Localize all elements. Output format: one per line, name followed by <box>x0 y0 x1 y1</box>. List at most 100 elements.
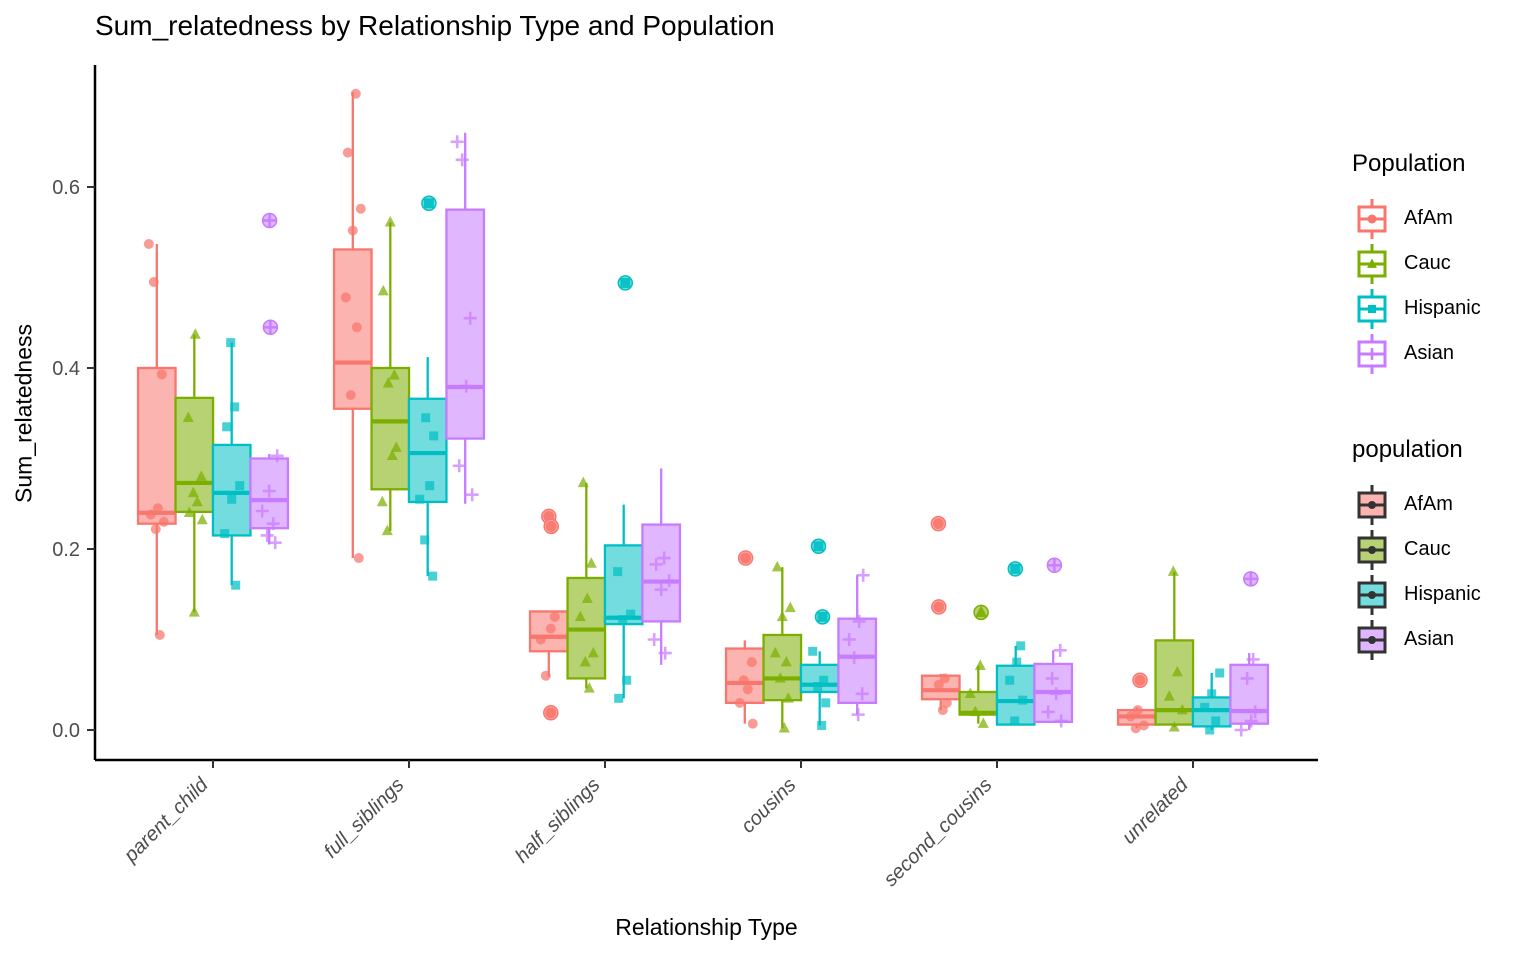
outlier-point <box>930 515 947 532</box>
box <box>641 523 682 623</box>
legend-item-Asian: Asian <box>1352 331 1481 376</box>
box <box>837 617 878 704</box>
circle-marker <box>933 679 944 690</box>
square-marker <box>425 481 435 491</box>
outlier-point <box>973 604 989 621</box>
jitter-points-unrelated-AfAm <box>1125 672 1149 734</box>
circle-marker <box>347 225 358 236</box>
triangle-marker <box>1167 565 1179 576</box>
triangle-marker <box>386 449 398 461</box>
square-marker <box>1012 657 1022 667</box>
legend-key-filled-boxplot-icon <box>1357 574 1387 615</box>
outlier-point <box>543 518 559 535</box>
x-tick-label-parent_child: parent_child <box>119 773 213 867</box>
legend-item-Asian: Asian <box>1352 617 1481 662</box>
jitter-points-unrelated-Cauc <box>1163 565 1188 732</box>
boxplot-parent_child-AfAm <box>136 239 177 640</box>
square-marker <box>1200 702 1210 712</box>
triangle-marker <box>191 495 203 507</box>
circle-marker <box>143 239 154 250</box>
legend-item-Hispanic: Hispanic <box>1352 572 1481 617</box>
outlier-point <box>421 195 437 212</box>
legend-item-label: Hispanic <box>1404 583 1481 605</box>
square-marker <box>1016 641 1026 651</box>
plus-marker <box>662 574 676 588</box>
circle-marker <box>154 629 165 640</box>
boxplot-full_siblings-AfAm <box>332 88 373 564</box>
plus-marker <box>647 633 661 646</box>
triangle-marker <box>390 441 402 452</box>
triangle-marker <box>774 672 786 683</box>
square-marker <box>220 529 230 539</box>
outlier-point <box>543 705 559 721</box>
square-marker <box>1367 304 1377 313</box>
jitter-points-parent_child-AfAm <box>143 239 169 640</box>
jitter-points-second_cousins-AfAm <box>930 515 952 716</box>
plus-marker <box>654 583 668 597</box>
circle-marker <box>937 705 948 716</box>
legend-item-Cauc: Cauc <box>1352 527 1481 572</box>
legend-item-label: AfAm <box>1404 207 1453 229</box>
x-tick-label-cousins: cousins <box>737 774 801 838</box>
y-axis-title: Sum_relatedness <box>10 324 37 503</box>
circle-marker <box>355 203 366 214</box>
legend-item-label: Asian <box>1404 342 1455 364</box>
plus-marker <box>1041 705 1055 719</box>
outlier-point <box>617 275 634 291</box>
triangle-marker <box>581 592 593 604</box>
plus-marker <box>270 449 284 463</box>
triangle-marker <box>183 506 195 518</box>
plus-marker <box>463 311 477 325</box>
triangle-marker <box>382 377 394 388</box>
circle-marker <box>545 707 557 719</box>
outlier-point <box>931 599 947 615</box>
jitter-points-second_cousins-Asian <box>1041 557 1068 728</box>
outlier-point <box>1046 557 1063 574</box>
triangle-marker <box>778 721 790 733</box>
legend-key-boxplot-circle-icon <box>1357 198 1387 239</box>
jitter-points-half_siblings-Cauc <box>574 476 599 693</box>
triangle-marker <box>1176 703 1188 715</box>
boxplot-unrelated-Cauc <box>1154 565 1195 732</box>
plus-marker <box>658 646 672 660</box>
square-marker <box>620 277 631 288</box>
jitter-points-unrelated-Hispanic <box>1200 668 1225 735</box>
jitter-points-cousins-Hispanic <box>808 538 831 730</box>
box <box>1229 663 1270 725</box>
outlier-point <box>737 550 754 566</box>
plus-marker <box>1045 671 1059 685</box>
circle-marker <box>545 623 556 634</box>
square-marker <box>817 611 828 622</box>
jitter-points-cousins-Asian <box>842 568 870 722</box>
boxplot-cousins-Cauc <box>762 560 803 733</box>
y-tick-label: 0.0 <box>52 720 80 742</box>
square-marker <box>1205 725 1215 735</box>
circle-marker <box>740 552 752 564</box>
triangle-marker <box>969 705 981 717</box>
plus-marker <box>268 536 282 550</box>
legend-population-fill: population AfAm Cauc Hispanic Asian <box>1352 436 1481 662</box>
plus-marker <box>1246 652 1260 666</box>
legend-population-shape: Population AfAm Cauc Hispanic Asian <box>1352 150 1481 376</box>
circle-marker <box>734 697 745 708</box>
square-marker <box>1018 695 1028 705</box>
boxplot-cousins-AfAm <box>724 550 765 729</box>
plus-marker <box>1047 558 1062 573</box>
box <box>528 610 569 653</box>
triangle-marker <box>964 687 976 699</box>
triangle-marker <box>771 560 783 572</box>
square-marker <box>230 402 240 412</box>
plus-marker <box>842 633 856 646</box>
plus-marker <box>266 517 280 531</box>
triangle-marker <box>782 692 794 703</box>
legend-fill-title: population <box>1352 436 1463 463</box>
circle-marker <box>535 634 546 645</box>
square-marker <box>819 675 829 685</box>
boxplot-half_siblings-Hispanic <box>603 275 644 703</box>
outlier-point <box>1243 571 1259 587</box>
jitter-points-full_siblings-Asian <box>450 135 479 502</box>
circle-marker <box>1125 711 1136 722</box>
group-parent_child <box>136 212 290 640</box>
boxplot-parent_child-Asian <box>249 212 290 550</box>
